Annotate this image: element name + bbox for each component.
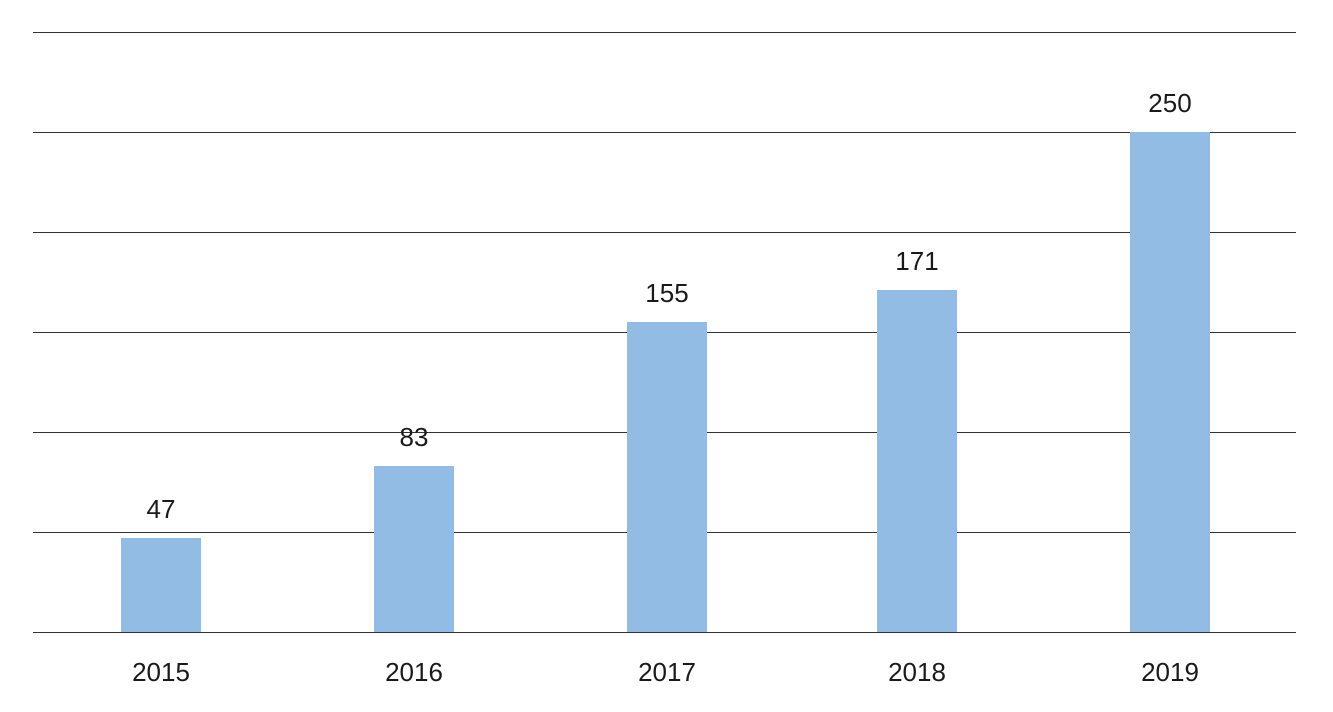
- x-tick-label-2018: 2018: [888, 657, 946, 687]
- x-tick-label-2016: 2016: [385, 657, 443, 687]
- x-tick-label-2017: 2017: [638, 657, 696, 687]
- bar-2019: [1130, 132, 1210, 632]
- gridlines: [33, 32, 1296, 634]
- x-tick-label-2019: 2019: [1141, 657, 1199, 687]
- data-label-2017: 155: [645, 278, 688, 308]
- data-label-2015: 47: [147, 494, 176, 524]
- bar-2016: [374, 466, 454, 632]
- data-label-2019: 250: [1148, 88, 1191, 118]
- data-label-2016: 83: [400, 422, 429, 452]
- bar-2017: [627, 322, 707, 632]
- bar-2018: [877, 290, 957, 632]
- x-tick-label-2015: 2015: [132, 657, 190, 687]
- x-axis-ticks: 2015 2016 2017 2018 2019: [132, 657, 1199, 687]
- data-label-2018: 171: [895, 246, 938, 276]
- data-labels: 47 83 155 171 250: [147, 88, 1192, 524]
- bars: [121, 132, 1210, 632]
- bar-2015: [121, 538, 201, 632]
